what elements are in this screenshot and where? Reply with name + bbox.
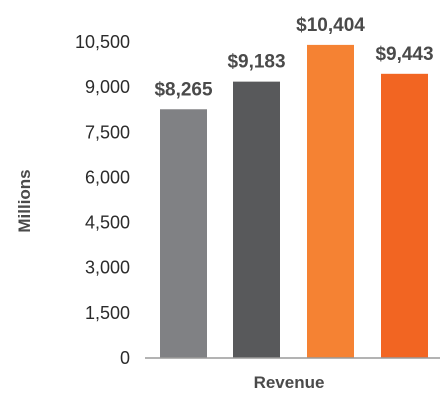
y-tick-label: 10,500 xyxy=(75,32,130,52)
bar xyxy=(160,109,207,359)
bar-value-label: $10,404 xyxy=(296,15,365,36)
y-tick-label: 1,500 xyxy=(85,303,130,323)
y-axis-title: Millions xyxy=(15,169,34,232)
y-tick-label: 9,000 xyxy=(85,77,130,97)
bar xyxy=(307,44,354,359)
y-tick-label: 0 xyxy=(120,348,130,368)
bar-value-label: $9,443 xyxy=(375,44,433,65)
y-tick-label: 7,500 xyxy=(85,122,130,142)
y-tick-label: 4,500 xyxy=(85,213,130,233)
bars xyxy=(160,44,428,359)
y-axis-ticks: 0 1,500 3,000 4,500 6,000 7,500 9,000 10,500 xyxy=(75,32,130,368)
bar-value-label: $8,265 xyxy=(154,79,213,100)
data-labels: $8,265 $9,183 $10,404 $9,443 xyxy=(154,15,433,100)
x-axis-title: Revenue xyxy=(254,373,325,392)
y-tick-label: 6,000 xyxy=(85,167,130,187)
bar xyxy=(381,73,428,358)
bar xyxy=(233,81,280,358)
y-tick-label: 3,000 xyxy=(85,258,130,278)
bar-value-label: $9,183 xyxy=(227,52,285,73)
